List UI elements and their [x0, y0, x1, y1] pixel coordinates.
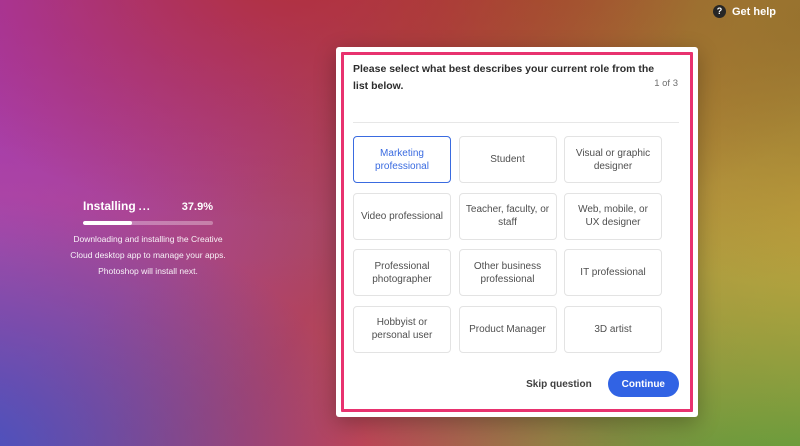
installing-label: Installing...: [83, 199, 151, 213]
role-option-label: Other business professional: [473, 260, 542, 285]
install-description-line: Downloading and installing the Creative: [73, 234, 223, 244]
role-option-label: Video professional: [360, 210, 444, 222]
get-help-button[interactable]: ? Get help: [712, 5, 776, 18]
role-options-grid: Marketing professional Student Visual or…: [353, 136, 662, 353]
role-option-label: Student: [490, 154, 525, 165]
skip-question-button[interactable]: Skip question: [526, 378, 592, 390]
role-option-label: Product Manager: [469, 323, 546, 335]
dialog-footer: Skip question Continue: [526, 371, 679, 397]
role-option-professional-photographer[interactable]: Professional photographer: [353, 249, 451, 296]
step-indicator: 1 of 3: [654, 78, 678, 89]
role-option-label: Professional photographer: [372, 260, 432, 285]
install-status-row: Installing... 37.9%: [83, 199, 213, 213]
dialog-title: Please select what best describes your c…: [353, 63, 655, 92]
role-option-label: 3D artist: [594, 323, 632, 335]
install-description-line: Photoshop will install next.: [98, 266, 198, 276]
role-option-3d-artist[interactable]: 3D artist: [564, 305, 662, 353]
role-option-hobbyist-personal-user[interactable]: Hobbyist or personal user: [353, 305, 451, 353]
progress-percent: 37.9%: [181, 201, 213, 213]
role-option-web-mobile-ux-designer[interactable]: Web, mobile, or UX designer: [564, 192, 662, 240]
role-option-marketing-professional[interactable]: Marketing professional: [353, 136, 451, 183]
role-option-it-professional[interactable]: IT professional: [564, 249, 662, 296]
installing-dots: ...: [138, 201, 151, 213]
get-help-label: Get help: [731, 5, 776, 18]
role-option-teacher-faculty-staff[interactable]: Teacher, faculty, or staff: [458, 192, 557, 240]
role-option-video-professional[interactable]: Video professional: [353, 192, 451, 240]
progress-fill: [83, 221, 133, 225]
role-option-student[interactable]: Student: [458, 136, 557, 183]
role-option-label: Hobbyist or personal user: [371, 317, 433, 341]
question-circle-icon: ?: [712, 5, 726, 18]
role-option-label: Marketing professional: [375, 147, 429, 172]
divider: [353, 122, 679, 123]
role-option-other-business-professional[interactable]: Other business professional: [458, 249, 557, 296]
install-description-line: Cloud desktop app to manage your apps.: [70, 250, 226, 260]
continue-button[interactable]: Continue: [607, 371, 679, 397]
role-option-label: IT professional: [580, 267, 646, 278]
install-description: Downloading and installing the Creative …: [33, 231, 263, 279]
role-option-visual-graphic-designer[interactable]: Visual or graphic designer: [564, 136, 662, 183]
role-option-product-manager[interactable]: Product Manager: [458, 305, 557, 353]
role-survey-dialog: Please select what best describes your c…: [336, 47, 698, 417]
role-option-label: Visual or graphic designer: [575, 147, 651, 172]
role-option-label: Web, mobile, or UX designer: [578, 204, 648, 228]
role-option-label: Teacher, faculty, or staff: [465, 204, 550, 228]
progress-bar: [83, 221, 213, 225]
